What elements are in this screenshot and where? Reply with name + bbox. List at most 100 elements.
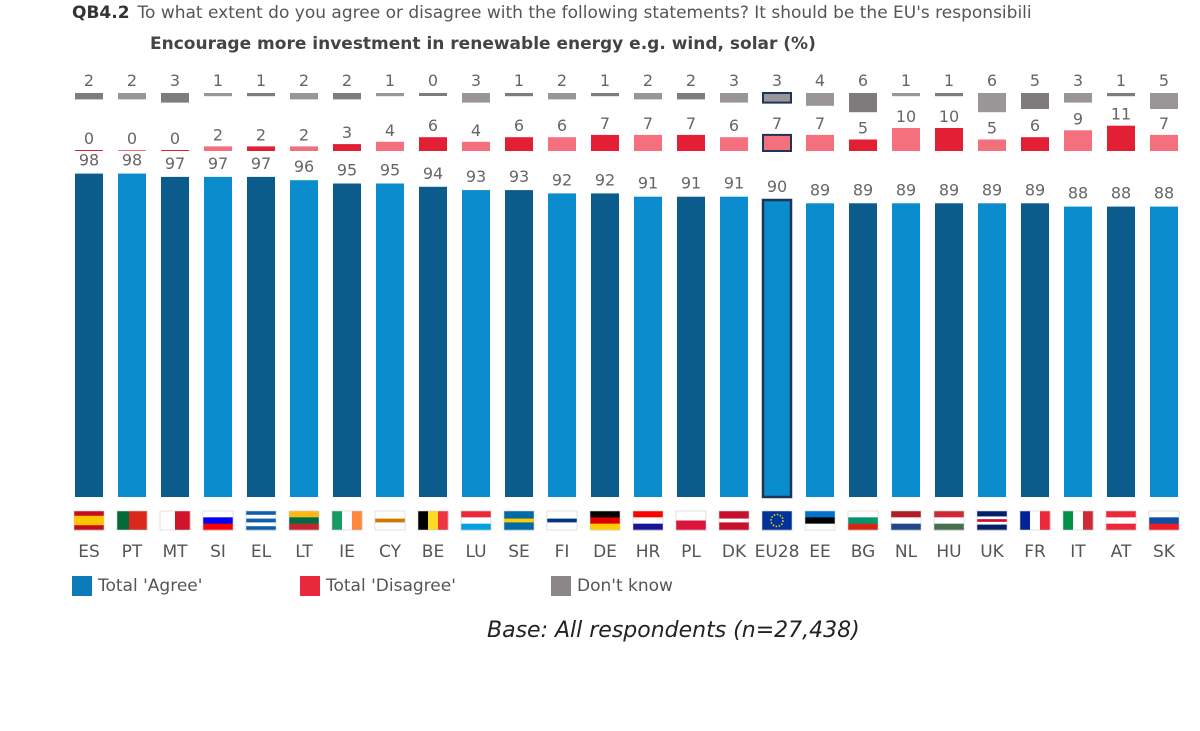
agree-label: 89: [896, 180, 916, 199]
dont-know-label: 2: [127, 71, 137, 90]
agree-bar: [761, 198, 793, 499]
flag-stripe: [1020, 511, 1031, 530]
category-label: FR: [1024, 542, 1046, 562]
flag-stripe: [547, 522, 577, 531]
agree-bar: [1021, 203, 1049, 498]
flag-stripe: [203, 517, 233, 524]
dont-know-bar: [762, 92, 792, 104]
dont-know-bar: [677, 93, 705, 100]
disagree-label: 7: [643, 114, 653, 133]
flag-stripe: [461, 517, 491, 524]
agree-bar: [892, 203, 920, 498]
agree-bar: [376, 183, 404, 497]
flag-stripe: [160, 511, 176, 530]
agree-bar: [247, 176, 275, 497]
agree-label: 88: [1068, 184, 1088, 203]
flag-stripe: [805, 517, 835, 524]
dont-know-bar: [978, 93, 1006, 113]
flag-stripe: [1106, 517, 1136, 524]
dont-know-bar: [333, 93, 361, 100]
dont-know-bar: [1150, 93, 1178, 109]
flag-mt-icon: [159, 510, 191, 531]
dont-know-label: 1: [944, 71, 954, 90]
flag-nl-icon: [890, 510, 922, 531]
dont-know-label: 1: [600, 71, 610, 90]
flag-stripe: [129, 511, 148, 530]
flag-stripe: [375, 518, 405, 523]
flag-stripe: [74, 525, 104, 531]
flag-stripe: [246, 518, 276, 523]
disagree-label: 4: [471, 121, 481, 140]
flag-stripe: [1106, 511, 1136, 518]
category-label: SI: [210, 542, 226, 562]
disagree-bar: [462, 141, 490, 151]
dont-know-label: 2: [299, 71, 309, 90]
disagree-bar: [1150, 134, 1178, 151]
agree-bar: [75, 173, 103, 497]
dont-know-bar: [118, 93, 146, 100]
dont-know-label: 1: [256, 71, 266, 90]
dont-know-bar: [634, 93, 662, 100]
category-label: NL: [895, 542, 918, 562]
dont-know-bar: [1021, 93, 1049, 109]
agree-bar: [161, 176, 189, 497]
flag-at-icon: [1105, 510, 1137, 531]
category-label: ES: [78, 542, 100, 562]
agree-label: 93: [509, 167, 529, 186]
dont-know-bar: [591, 93, 619, 97]
category-label: BG: [851, 542, 876, 562]
flag-stripe: [1083, 511, 1094, 530]
agree-label: 88: [1154, 184, 1174, 203]
flag-stripe: [977, 524, 1007, 531]
disagree-bar: [677, 134, 705, 151]
dont-know-bar: [419, 93, 447, 96]
category-label: LU: [465, 542, 486, 562]
agree-label: 91: [724, 174, 744, 193]
dont-know-label: 1: [901, 71, 911, 90]
agree-label: 97: [251, 154, 271, 173]
legend-dont-know: Don't know: [551, 576, 673, 596]
legend-agree: Total 'Agree': [72, 576, 202, 596]
disagree-label: 6: [514, 116, 524, 135]
disagree-bar: [806, 134, 834, 151]
disagree-bar: [762, 133, 792, 153]
dont-know-bar: [1064, 93, 1092, 103]
disagree-label: 0: [84, 129, 94, 148]
flag-stripe: [504, 511, 534, 519]
dont-know-label: 1: [213, 71, 223, 90]
disagree-bar: [720, 137, 748, 151]
flag-stripe: [342, 511, 353, 530]
dont-know-bar: [806, 93, 834, 106]
flag-stripe: [633, 523, 663, 531]
flag-stripe: [977, 511, 1007, 517]
legend-agree-label: Total 'Agree': [98, 576, 203, 596]
flag-stripe: [352, 511, 363, 530]
flag-si-icon: [202, 510, 234, 531]
flag-stripe: [246, 514, 276, 519]
flag-stripe: [504, 522, 534, 531]
flag-stripe: [1030, 511, 1041, 530]
dont-know-label: 2: [84, 71, 94, 90]
flag-be-icon: [417, 510, 449, 531]
flag-stripe: [1149, 523, 1179, 531]
flag-stripe: [934, 511, 964, 518]
disagree-bar: [333, 144, 361, 151]
flag-stripe: [289, 517, 319, 524]
disagree-bar: [849, 139, 877, 151]
flag-stripe: [676, 511, 706, 521]
question-text: To what extent do you agree or disagree …: [137, 3, 1032, 23]
agree-label: 96: [294, 157, 314, 176]
flag-stripe: [1149, 511, 1179, 518]
flag-bg-icon: [847, 510, 879, 531]
disagree-label: 0: [127, 129, 137, 148]
flag-stripe: [175, 511, 191, 530]
category-label: SE: [508, 542, 530, 562]
flag-stripe: [246, 511, 276, 516]
flag-fr-icon: [1019, 510, 1051, 531]
disagree-bar: [247, 146, 275, 151]
disagree-bar: [505, 137, 533, 151]
disagree-label: 7: [772, 114, 782, 133]
flag-ee-icon: [804, 510, 836, 531]
disagree-bar: [1107, 125, 1135, 151]
flag-stripe: [977, 516, 1007, 520]
